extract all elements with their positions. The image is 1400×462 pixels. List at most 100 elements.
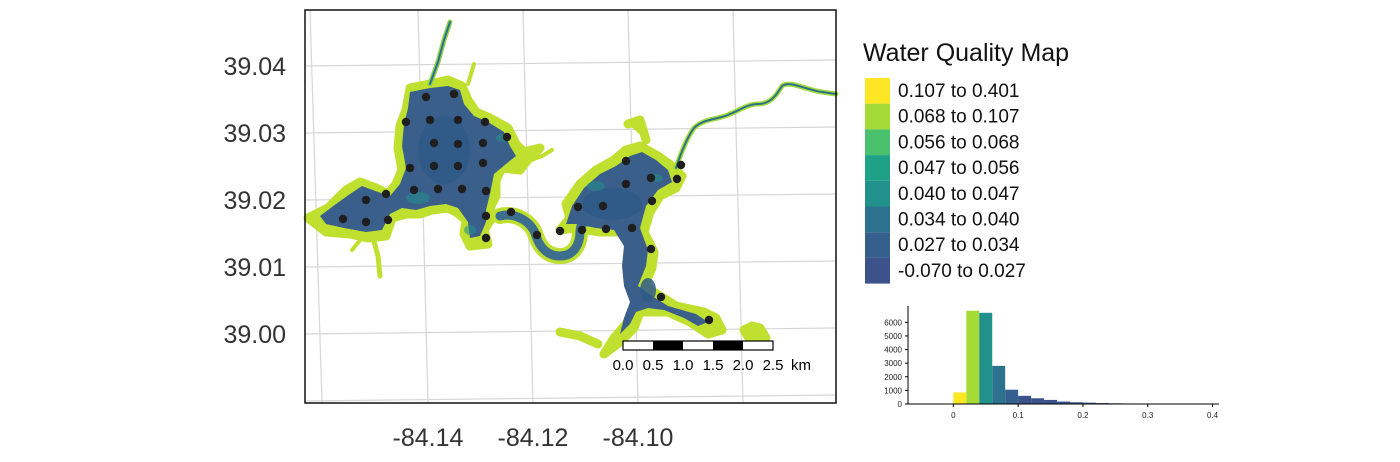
sample-point xyxy=(481,211,491,221)
lon-tick-label: -84.14 xyxy=(393,424,464,452)
histogram-bar xyxy=(1005,389,1019,404)
sample-point xyxy=(453,115,463,125)
histogram: 0 1000 2000 3000 4000 5000 6000 0 0.1 0.2 0.3 0.4 xyxy=(884,306,1219,420)
histogram-x-tick-label: 0.2 xyxy=(1077,411,1089,420)
legend-swatch xyxy=(865,78,890,104)
sample-point xyxy=(601,224,611,234)
sample-point xyxy=(338,214,348,224)
histogram-y-tick-label: 4000 xyxy=(884,346,902,355)
gridline-lat-3899 xyxy=(304,394,837,402)
lat-tick-label: 39.01 xyxy=(223,254,286,282)
sample-point xyxy=(481,233,491,243)
sample-point xyxy=(555,226,565,236)
lat-tick-label: 39.00 xyxy=(223,321,286,349)
histogram-y-tick-label: 0 xyxy=(898,400,903,409)
legend: Water Quality Map 0.107 to 0.401 0.068 to… xyxy=(863,39,1069,284)
map-panel: 0.0 0.5 1.0 1.5 2.0 2.5 km 39.04 39.03 3… xyxy=(223,9,839,452)
histogram-y-tick-label: 6000 xyxy=(884,318,902,327)
sample-point xyxy=(478,158,488,168)
sample-points xyxy=(338,89,714,325)
sample-point xyxy=(453,161,463,171)
scale-bar-segment xyxy=(653,341,683,350)
histogram-y-tick-label: 5000 xyxy=(884,332,902,341)
sample-point xyxy=(405,163,415,173)
lon-tick-label: -84.10 xyxy=(603,424,674,452)
sample-point xyxy=(425,115,435,125)
sample-point xyxy=(478,138,488,148)
scale-label-0: 0.0 xyxy=(613,357,634,374)
legend-entry-label: 0.040 to 0.047 xyxy=(898,184,1020,205)
sample-point xyxy=(401,117,411,127)
histogram-x-tick-label: 0.4 xyxy=(1207,411,1219,420)
lat-tick-label: 39.03 xyxy=(223,120,286,148)
legend-entry-label: 0.027 to 0.034 xyxy=(898,235,1020,256)
sample-point xyxy=(383,215,393,225)
scale-bar: 0.0 0.5 1.0 1.5 2.0 2.5 km xyxy=(613,340,811,374)
sample-point xyxy=(361,195,371,205)
legend-entries: 0.107 to 0.401 0.068 to 0.107 0.056 to 0.0… xyxy=(865,78,1026,284)
sample-point xyxy=(656,292,666,302)
histogram-bar xyxy=(992,365,1006,404)
histogram-y-tick-label: 3000 xyxy=(884,359,902,368)
legend-title: Water Quality Map xyxy=(863,39,1069,67)
legend-swatch xyxy=(865,155,890,181)
sample-point xyxy=(577,225,587,235)
histogram-bar xyxy=(1057,401,1070,404)
sample-point xyxy=(449,89,459,99)
sample-point xyxy=(647,196,657,206)
sample-point xyxy=(506,207,516,217)
legend-swatch xyxy=(865,103,890,130)
sample-point xyxy=(621,156,631,166)
map-frame xyxy=(304,9,837,404)
legend-swatch xyxy=(865,206,890,233)
scale-label-3: 1.5 xyxy=(703,357,724,374)
sample-point xyxy=(429,161,439,171)
sample-point xyxy=(672,174,682,184)
sample-point xyxy=(598,201,608,211)
lon-tick-label: -84.12 xyxy=(498,424,569,452)
sample-point xyxy=(502,132,512,142)
histogram-bar xyxy=(979,312,993,404)
sample-point xyxy=(481,186,491,196)
histogram-bar xyxy=(1044,399,1058,404)
legend-entry-label: 0.034 to 0.040 xyxy=(898,210,1020,231)
sample-point xyxy=(457,184,467,194)
lat-tick-label: 39.02 xyxy=(223,187,286,215)
sample-point xyxy=(676,160,686,170)
sample-point xyxy=(361,217,371,227)
scale-unit: km xyxy=(791,357,811,374)
histogram-x-tick-label: 0 xyxy=(951,411,956,420)
lon-axis: -84.14 -84.12 -84.10 xyxy=(393,424,674,452)
scale-label-4: 2.0 xyxy=(733,357,754,374)
gridline-lon-8416 xyxy=(309,9,323,404)
sample-point xyxy=(646,244,656,254)
gridline-lon-8408 xyxy=(732,9,744,404)
sample-point xyxy=(381,189,391,199)
histogram-y-tick-label: 2000 xyxy=(884,373,902,382)
histogram-bar xyxy=(1031,398,1045,404)
legend-entry-label: -0.070 to 0.027 xyxy=(898,261,1026,282)
gridline-lat-3903 xyxy=(304,126,837,134)
gridline-lat-3901 xyxy=(304,260,837,268)
histogram-bar xyxy=(1069,402,1083,404)
histogram-x-tick-label: 0.1 xyxy=(1013,411,1025,420)
sample-point xyxy=(453,139,463,149)
histogram-x-tick-label: 0.3 xyxy=(1142,411,1154,420)
sample-point xyxy=(621,179,631,189)
sample-point xyxy=(704,315,714,325)
sample-point xyxy=(480,117,490,127)
gridline-lat-3904 xyxy=(304,59,837,67)
sample-point xyxy=(409,185,419,195)
sample-point xyxy=(646,173,656,183)
scale-label-5: 2.5 xyxy=(763,357,784,374)
sample-point xyxy=(532,230,542,240)
histogram-axes: 0 1000 2000 3000 4000 5000 6000 0 0.1 0.2 0.3 0.4 xyxy=(884,306,1219,420)
histogram-y-tick-label: 1000 xyxy=(884,386,902,395)
sample-point xyxy=(429,138,439,148)
legend-swatch xyxy=(865,129,890,156)
legend-swatch xyxy=(865,180,890,207)
lake-water xyxy=(303,19,839,359)
legend-entry-label: 0.068 to 0.107 xyxy=(898,107,1020,128)
sample-point xyxy=(627,223,637,233)
